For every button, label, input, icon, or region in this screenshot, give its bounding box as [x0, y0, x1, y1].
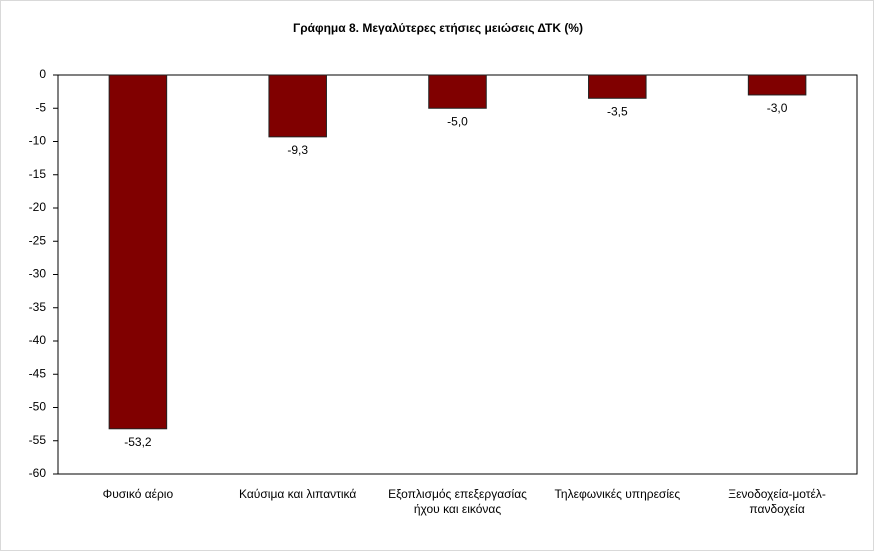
bar — [747, 74, 807, 96]
x-tick-label: Ξενοδοχεία-μοτέλ-πανδοχεία — [728, 487, 826, 516]
value-label: -3,0 — [767, 101, 788, 115]
y-tick-label: -15 — [29, 167, 47, 181]
y-tick-label: -35 — [29, 300, 47, 314]
value-label: -5,0 — [447, 114, 468, 128]
y-tick-label: -25 — [29, 233, 47, 247]
y-tick-label: -60 — [29, 466, 47, 480]
plot-area — [57, 74, 858, 475]
value-label: -3,5 — [607, 104, 628, 118]
chart-title: Γράφημα 8. Μεγαλύτερες ετήσιες μειώσεις … — [293, 21, 583, 35]
y-tick-label: -55 — [29, 433, 47, 447]
x-tick-label: Φυσικό αέριο — [102, 487, 174, 501]
y-tick-label: 0 — [39, 67, 46, 81]
y-tick-label: -40 — [29, 333, 47, 347]
bar — [428, 74, 487, 109]
y-tick-label: -10 — [29, 134, 47, 148]
y-tick-label: -30 — [29, 267, 47, 281]
x-tick-label: Καύσιμα και λιπαντικά — [239, 487, 357, 501]
y-tick-label: -5 — [35, 100, 46, 114]
value-label: -53,2 — [124, 435, 152, 449]
x-tick-label: Εξοπλισμός επεξεργασίας ήχου και εικόνας — [388, 487, 527, 516]
y-tick-label: -45 — [29, 366, 47, 380]
bar — [108, 74, 168, 430]
bar — [268, 74, 327, 138]
bar — [588, 74, 647, 99]
value-label: -9,3 — [287, 143, 308, 157]
y-tick-label: -50 — [29, 400, 47, 414]
x-tick-label: Τηλεφωνικές υπηρεσίες — [554, 487, 681, 501]
y-tick-label: -20 — [29, 200, 47, 214]
